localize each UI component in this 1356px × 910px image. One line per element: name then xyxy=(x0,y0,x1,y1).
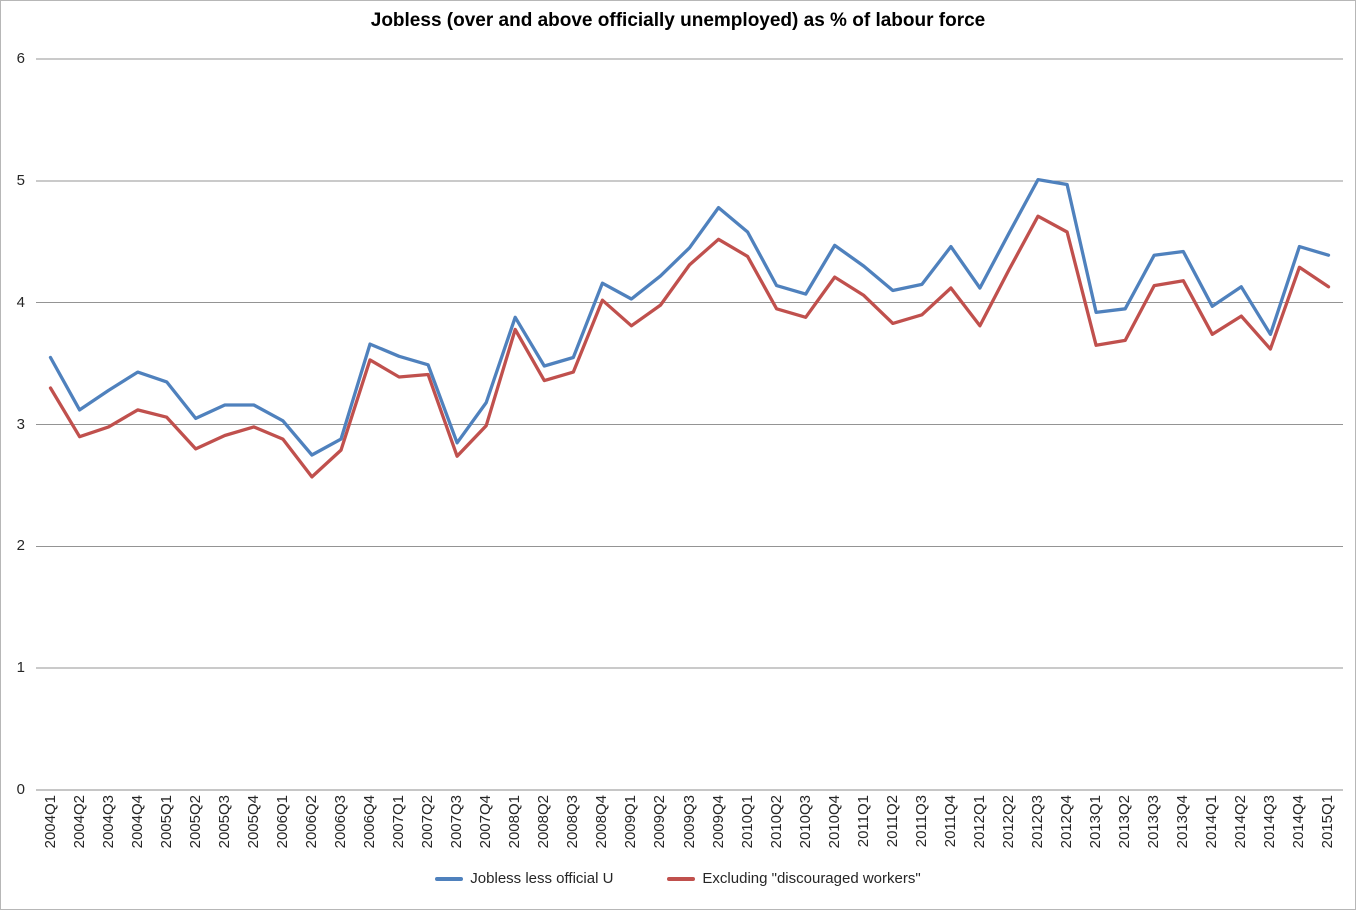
x-tick-label: 2006Q1 xyxy=(273,795,291,849)
legend-label: Jobless less official U xyxy=(470,870,614,887)
x-tick-label: 2012Q2 xyxy=(999,795,1017,849)
x-tick-label: 2013Q3 xyxy=(1145,795,1163,849)
series-line-0 xyxy=(48,177,1331,457)
x-tick-label: 2011Q1 xyxy=(854,795,872,848)
x-tick-label: 2013Q1 xyxy=(1087,795,1105,849)
x-tick-label: 2014Q2 xyxy=(1232,795,1250,849)
x-tick-label: 2015Q1 xyxy=(1319,795,1337,849)
x-tick-label: 2014Q4 xyxy=(1290,795,1308,849)
y-tick-label: 0 xyxy=(16,781,25,798)
x-tick-label: 2009Q3 xyxy=(680,795,698,849)
x-tick-label: 2014Q3 xyxy=(1261,795,1279,849)
y-tick-label: 6 xyxy=(16,50,25,67)
x-tick-label: 2004Q3 xyxy=(99,795,117,849)
x-tick-label: 2006Q4 xyxy=(361,795,378,849)
x-tick-label: 2008Q4 xyxy=(593,795,611,849)
y-tick-label: 5 xyxy=(16,171,25,189)
x-tick-label: 2011Q2 xyxy=(883,795,901,848)
x-tick-label: 2005Q1 xyxy=(157,795,175,849)
x-tick-label: 2009Q2 xyxy=(651,795,669,849)
x-tick-label: 2010Q2 xyxy=(767,795,785,849)
x-tick-label: 2005Q3 xyxy=(215,795,233,849)
x-tick-label: 2010Q4 xyxy=(825,795,843,849)
x-tick-label: 2004Q2 xyxy=(70,795,88,849)
x-tick-label: 2011Q4 xyxy=(941,795,959,848)
x-tick-label: 2012Q3 xyxy=(1029,795,1047,849)
x-tick-label: 2010Q3 xyxy=(796,795,814,849)
x-tick-label: 2007Q2 xyxy=(419,795,437,849)
x-tick-label: 2007Q3 xyxy=(448,795,466,849)
x-tick-label: 2008Q2 xyxy=(535,795,553,849)
x-tick-label: 2009Q1 xyxy=(622,795,640,849)
legend-item-jobless-less-official-u: Jobless less official U xyxy=(435,870,613,887)
x-tick-label: 2008Q1 xyxy=(506,795,524,849)
x-tick-label: 2006Q3 xyxy=(331,795,349,849)
x-tick-label: 2010Q1 xyxy=(738,795,756,849)
x-tick-label: 2011Q3 xyxy=(912,795,930,848)
x-tick-label: 2007Q4 xyxy=(477,795,495,849)
series-line-1 xyxy=(48,214,1331,479)
x-tick-label: 2006Q2 xyxy=(302,795,320,849)
legend-line-icon-red xyxy=(667,876,696,881)
x-tick-label: 2005Q2 xyxy=(186,795,204,849)
x-tick-label: 2008Q3 xyxy=(564,795,582,849)
x-tick-label: 2013Q4 xyxy=(1174,795,1192,849)
legend: Jobless less official U Excluding "disco… xyxy=(1,870,1355,887)
x-tick-label: 2013Q2 xyxy=(1116,795,1134,849)
legend-label: Excluding "discouraged workers" xyxy=(702,870,921,887)
y-tick-label: 4 xyxy=(16,293,25,311)
y-tick-label: 3 xyxy=(16,415,25,433)
x-tick-label: 2012Q1 xyxy=(970,795,988,849)
chart-title: Jobless (over and above officially unemp… xyxy=(370,10,986,31)
y-tick-label: 1 xyxy=(16,659,25,677)
x-tick-label: 2005Q4 xyxy=(244,795,262,849)
x-tick-label: 2009Q4 xyxy=(709,795,727,849)
x-tick-label: 2014Q1 xyxy=(1203,795,1221,849)
legend-item-excluding-discouraged-workers: Excluding "discouraged workers" xyxy=(667,870,921,887)
x-tick-label: 2004Q4 xyxy=(128,795,146,849)
x-tick-label: 2012Q4 xyxy=(1058,795,1076,849)
y-tick-label: 2 xyxy=(16,537,25,555)
legend-line-icon-blue xyxy=(435,876,464,881)
x-tick-label: 2007Q1 xyxy=(390,795,408,849)
x-tick-label: 2004Q1 xyxy=(41,795,59,849)
